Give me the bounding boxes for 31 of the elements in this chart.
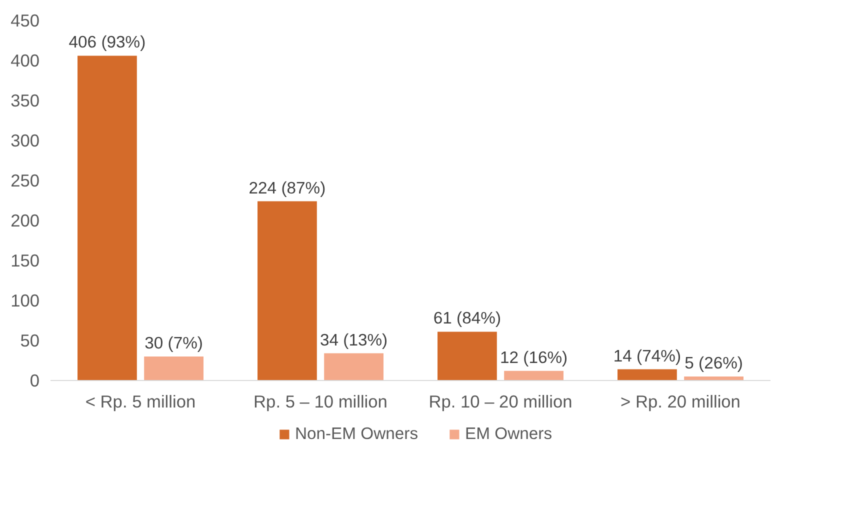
y-tick-label: 100 [10,290,40,310]
data-label: 14 (74%) [613,346,681,366]
bar [504,370,564,380]
data-label: 406 (93%) [68,32,146,52]
data-label: 61 (84%) [433,308,501,328]
legend-label: Non-EM Owners [294,424,418,444]
x-tick-label: > Rp. 20 million [620,392,740,412]
bar [144,356,204,380]
y-tick-label: 50 [20,330,40,350]
x-tick-label: Rp. 5 – 10 million [254,392,388,412]
y-tick-label: 400 [10,50,40,70]
bar [78,56,137,380]
data-label: 34 (13%) [320,330,388,350]
x-tick-label: Rp. 10 – 20 million [428,392,572,412]
y-tick-label: 150 [10,250,40,270]
y-tick-label: 450 [10,10,40,30]
bar [438,332,497,380]
bar [324,353,384,380]
data-label: 12 (16%) [500,348,568,367]
bar [258,201,317,380]
x-tick-label: < Rp. 5 million [85,392,196,412]
y-tick-label: 300 [10,130,40,150]
y-tick-label: 350 [10,90,40,110]
data-label: 30 (7%) [144,334,203,352]
y-tick-label: 200 [10,210,40,230]
legend-label: EM Owners [465,424,552,444]
bar [618,369,677,380]
data-label: 5 (26%) [684,354,743,372]
y-tick-label: 250 [10,170,40,190]
data-label: 224 (87%) [248,178,326,198]
y-tick-label: 0 [30,370,40,390]
